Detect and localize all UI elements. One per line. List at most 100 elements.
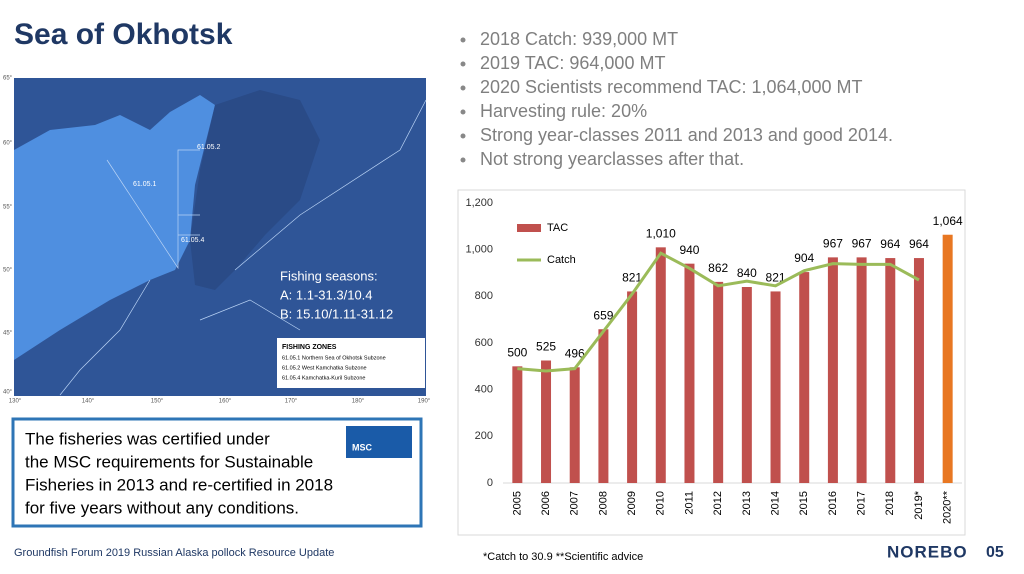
bar [885,258,896,483]
bullet-text: 2020 Scientists recommend TAC: 1,064,000… [480,77,863,97]
cert-text: The fisheries was certified under [25,429,270,448]
value-label: 1,010 [646,227,676,241]
bullet-text: 2018 Catch: 939,000 MT [480,29,678,49]
value-label: 904 [794,251,814,265]
season-title: Fishing seasons: [280,268,378,283]
season-a: A: 1.1-31.3/10.4 [280,287,373,302]
bar [799,272,810,483]
value-label: 964 [880,237,900,251]
bar [598,329,609,483]
lat-label: 55° [3,205,13,211]
value-label: 821 [622,271,642,285]
map-kamchatka [190,90,320,290]
title: Sea of Okhotsk [14,18,233,51]
value-label: 1,064 [933,214,963,228]
bar [684,263,695,483]
lon-label: 150° [151,399,164,405]
brand: NOREBO [887,542,968,561]
value-label: 964 [909,237,929,251]
footer-source: Groundfish Forum 2019 Russian Alaska pol… [14,547,334,559]
legend-label: TAC [547,222,568,234]
season-b: B: 15.10/1.11-31.12 [280,306,393,321]
value-label: 821 [766,271,786,285]
y-tick-label: 400 [475,384,493,396]
bar [655,247,666,483]
x-tick-label: 2009 [626,491,638,515]
bullet-dot [460,37,466,43]
bar [713,281,724,483]
value-label: 967 [852,237,872,251]
bullet-text: Harvesting rule: 20% [480,101,647,121]
bullet-dot [460,85,466,91]
x-tick-label: 2013 [741,491,753,515]
zone-label: 61.05.4 [181,237,204,244]
lon-label: 180° [352,399,365,405]
lat-label: 40° [3,390,13,396]
x-tick-label: 2011 [683,491,695,515]
zones-item: 61.05.4 Kamchatka-Kuril Subzone [282,375,365,381]
bullet-dot [460,109,466,115]
lon-label: 130° [9,399,22,405]
zones-item: 61.05.1 Northern Sea of Okhotsk Subzone [282,355,386,361]
lon-label: 190° [418,399,431,405]
msc-logo-text: MSC [352,442,373,452]
value-label: 525 [536,340,556,354]
x-tick-label: 2005 [511,491,523,515]
page-number: 05 [986,544,1004,561]
value-label: 940 [679,243,699,257]
bullet-dot [460,157,466,163]
cert-text: the MSC requirements for Sustainable [25,452,313,471]
bullet-dot [460,61,466,67]
zones-box [277,338,425,388]
bar [627,291,638,483]
value-label: 659 [593,308,613,322]
bar [913,258,924,483]
value-label: 967 [823,237,843,251]
cert-text: Fisheries in 2013 and re-certified in 20… [25,475,333,494]
value-label: 496 [565,346,585,360]
x-tick-label: 2015 [798,491,810,515]
bar [512,366,523,483]
bar [942,234,953,483]
y-tick-label: 1,000 [465,244,493,256]
bullet-text: Strong year-classes 2011 and 2013 and go… [480,125,893,145]
y-tick-label: 1,200 [465,197,493,209]
cert-text: for five years without any conditions. [25,498,299,517]
y-tick-label: 800 [475,290,493,302]
bar [856,257,867,483]
x-tick-label: 2020** [942,490,954,524]
lat-label: 50° [3,268,13,274]
x-tick-label: 2012 [712,491,724,515]
value-label: 840 [737,266,757,280]
zones-item: 61.05.2 West Kamchatka Subzone [282,365,367,371]
value-label: 500 [507,346,527,360]
map-lines [59,99,427,396]
x-tick-label: 2019* [913,490,925,519]
bullet-dot [460,133,466,139]
map-sea [14,95,215,360]
lat-label: 65° [3,76,13,82]
bar [741,287,752,483]
bullet-text: 2019 TAC: 964,000 MT [480,53,665,73]
zone-label: 61.05.2 [197,144,220,151]
x-tick-label: 2010 [655,491,667,515]
x-tick-label: 2006 [540,491,552,515]
lat-label: 45° [3,331,13,337]
zone-label: 61.05.1 [133,181,156,188]
bar [569,367,580,483]
x-tick-label: 2016 [827,491,839,515]
lon-label: 170° [285,399,298,405]
y-tick-label: 600 [475,337,493,349]
x-tick-label: 2008 [597,491,609,515]
bar [770,291,781,483]
legend-label: Catch [547,254,576,266]
footer-note: *Catch to 30.9 **Scientific advice [483,551,643,563]
x-tick-label: 2017 [856,491,868,515]
lon-label: 160° [219,399,232,405]
catch-line [517,251,920,373]
x-tick-label: 2007 [569,491,581,515]
x-tick-label: 2014 [769,491,781,515]
value-label: 862 [708,261,728,275]
